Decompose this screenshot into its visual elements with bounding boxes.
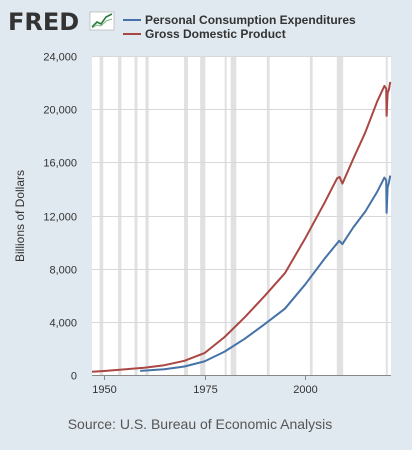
recession-band [309, 56, 313, 375]
recession-bands [99, 56, 388, 375]
recession-band [336, 56, 344, 375]
y-tick-label: 16,000 [43, 158, 77, 170]
x-ticks: 1950 1975 2000 [92, 375, 318, 396]
recession-band [145, 56, 149, 375]
recession-band [134, 56, 138, 375]
legend-label-pce: Personal Consumption Expenditures [145, 13, 356, 27]
series-line-gdp [91, 81, 392, 373]
y-tick-label: 0 [71, 371, 77, 383]
series-line-pce [140, 175, 392, 372]
y-tick-label: 12,000 [43, 212, 77, 224]
recession-band [184, 56, 189, 375]
y-tick-label: 8,000 [49, 265, 77, 277]
legend-label-gdp: Gross Domestic Product [145, 27, 286, 41]
y-axis-label: Billions of Dollars [13, 170, 27, 262]
recession-band [224, 56, 227, 375]
grid-lines [92, 56, 391, 323]
recession-band [385, 56, 388, 375]
y-tick-label: 20,000 [43, 105, 77, 117]
x-tick-label: 1950 [92, 384, 116, 396]
trend-line-chart-icon [89, 11, 115, 31]
x-tick-label: 2000 [293, 384, 317, 396]
recession-band [118, 56, 122, 375]
x-tick-label: 1975 [193, 384, 217, 396]
recession-band [230, 56, 237, 375]
recession-band [266, 56, 270, 375]
recession-band [99, 56, 104, 375]
series-lines [91, 81, 392, 373]
source-note: Source: U.S. Bureau of Economic Analysis [68, 416, 333, 432]
legend: Personal Consumption Expenditures Gross … [123, 13, 356, 41]
y-tick-label: 24,000 [43, 52, 77, 64]
y-tick-label: 4,000 [49, 318, 77, 330]
recession-band [200, 56, 206, 375]
y-ticks: 0 4,000 8,000 12,000 16,000 20,000 24,000 [43, 52, 77, 383]
fred-logo[interactable]: FRED [8, 8, 79, 36]
